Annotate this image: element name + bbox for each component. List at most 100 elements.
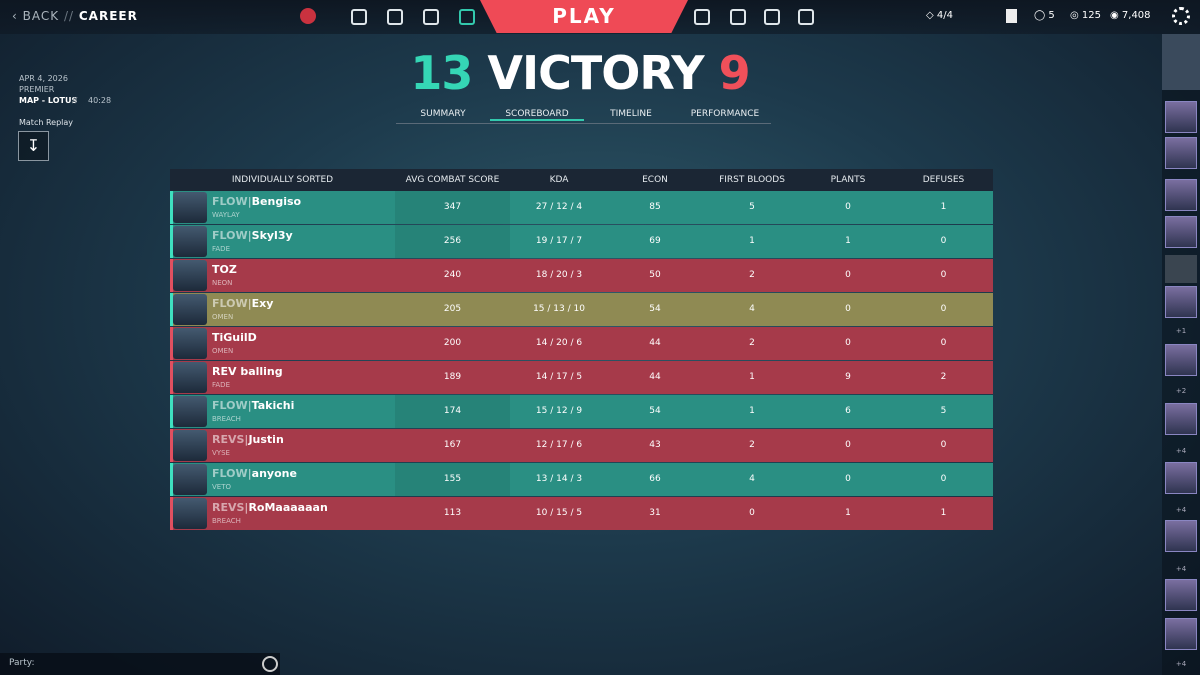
agent-name: BREACH — [212, 415, 241, 423]
add-friend[interactable] — [1162, 34, 1200, 90]
back-button[interactable]: ‹ BACK — [12, 9, 60, 23]
first-bloods: 2 — [749, 270, 755, 280]
friend-avatar[interactable] — [1165, 403, 1197, 435]
column-header: KDA — [510, 169, 608, 191]
defuses: 0 — [940, 440, 947, 450]
scoreboard-row[interactable]: TOZ NEON 240 18 / 20 / 3 50 2 0 0 — [170, 259, 993, 292]
tab[interactable]: TIMELINE — [610, 109, 652, 119]
premier-icon[interactable] — [694, 9, 710, 25]
acs-highlight — [395, 225, 510, 258]
acs: 174 — [443, 406, 462, 416]
agent-portrait — [173, 260, 207, 291]
scoreboard-row[interactable]: REVS|RoMaaaaaan BREACH 113 10 / 15 / 5 31 0 1 1 — [170, 497, 993, 530]
friend-avatar[interactable] — [1165, 520, 1197, 552]
scoreboard-row[interactable]: TiGuilD OMEN 200 14 / 20 / 6 44 2 0 0 — [170, 327, 993, 360]
player-name: FLOW|anyone — [212, 467, 297, 480]
friend-avatar[interactable] — [1165, 101, 1197, 133]
accent — [170, 429, 173, 462]
progression-icon[interactable] — [798, 9, 814, 25]
back-label[interactable]: BACK — [22, 9, 60, 23]
friend-avatar[interactable] — [1165, 618, 1197, 650]
settings-icon[interactable] — [1172, 7, 1190, 25]
friend-avatar[interactable] — [1165, 344, 1197, 376]
battlepass-icon[interactable] — [423, 9, 439, 25]
accent — [170, 327, 173, 360]
profile-icon[interactable] — [1006, 9, 1017, 23]
agent-portrait — [173, 192, 207, 223]
collection-icon[interactable] — [730, 9, 746, 25]
agents-icon[interactable] — [387, 9, 403, 25]
scoreboard-row[interactable]: FLOW|Takichi BREACH 174 15 / 12 / 9 54 1 6 5 — [170, 395, 993, 428]
first-bloods: 4 — [749, 304, 755, 314]
chat-icon[interactable] — [262, 656, 278, 672]
name: Skyl3y — [251, 229, 293, 242]
player-name: TiGuilD — [212, 331, 257, 344]
accent — [170, 225, 173, 258]
defuses: 1 — [940, 202, 947, 212]
friend-count: +4 — [1175, 660, 1187, 668]
friend-avatar[interactable] — [1165, 462, 1197, 494]
player-name: FLOW|Exy — [212, 297, 273, 310]
scoreboard-row[interactable]: FLOW|Skyl3y FADE 256 19 / 17 / 7 69 1 1 0 — [170, 225, 993, 258]
acs-highlight — [395, 395, 510, 428]
acs: 167 — [443, 440, 462, 450]
kda: 10 / 15 / 5 — [535, 508, 583, 518]
acs: 113 — [443, 508, 462, 518]
career-icon[interactable] — [459, 9, 475, 25]
store-icon[interactable] — [764, 9, 780, 25]
plants: 0 — [845, 270, 851, 280]
friend-avatar[interactable] — [1165, 286, 1197, 318]
friend-avatar[interactable] — [1165, 579, 1197, 611]
replay-download[interactable]: ↧ — [18, 131, 49, 161]
play-button[interactable]: PLAY — [480, 0, 688, 33]
party-count: ◇ 4/4 — [926, 10, 953, 21]
scoreboard-row[interactable]: FLOW|anyone VETO 155 13 / 14 / 3 66 4 0 0 — [170, 463, 993, 496]
first-bloods: 1 — [749, 406, 755, 416]
friend-count: +2 — [1175, 387, 1187, 395]
friend-avatar[interactable] — [1165, 216, 1197, 248]
collapse-toggle[interactable] — [1165, 255, 1197, 283]
acs: 256 — [443, 236, 462, 246]
player-name: TOZ — [212, 263, 237, 276]
tab[interactable]: SUMMARY — [420, 109, 466, 119]
accent — [170, 293, 173, 326]
tab[interactable]: PERFORMANCE — [690, 109, 760, 119]
plants: 9 — [845, 372, 851, 382]
agent-name: BREACH — [212, 517, 241, 525]
first-bloods: 1 — [749, 372, 755, 382]
column-header: AVG COMBAT SCORE — [395, 169, 510, 191]
acs-highlight — [395, 463, 510, 496]
agent-name: VETO — [212, 483, 231, 491]
first-bloods: 0 — [749, 508, 755, 518]
name: Takichi — [251, 399, 295, 412]
friend-avatar[interactable] — [1165, 137, 1197, 169]
alert-icon[interactable] — [300, 8, 316, 24]
scoreboard-row[interactable]: REVS|Justin VYSE 167 12 / 17 / 6 43 2 0 0 — [170, 429, 993, 462]
tab[interactable]: SCOREBOARD — [490, 109, 584, 121]
friend-avatar[interactable] — [1165, 179, 1197, 211]
defuses: 5 — [940, 406, 947, 416]
friend-count: +4 — [1175, 565, 1187, 573]
scoreboard-row[interactable]: REV balling FADE 189 14 / 17 / 5 44 1 9 2 — [170, 361, 993, 394]
acs: 347 — [443, 202, 462, 212]
kda: 19 / 17 / 7 — [535, 236, 583, 246]
separator: // — [63, 9, 75, 23]
first-bloods: 2 — [749, 338, 755, 348]
name: REV balling — [212, 365, 283, 378]
team-tag: REVS| — [212, 433, 249, 446]
name: Exy — [251, 297, 274, 310]
econ: 69 — [649, 236, 661, 246]
ally-score: 13 — [410, 46, 473, 100]
column-header: ECON — [608, 169, 702, 191]
friend-count: +4 — [1175, 506, 1187, 514]
tabs-line — [396, 123, 771, 124]
scoreboard-row[interactable]: FLOW|Exy OMEN 205 15 / 13 / 10 54 4 0 0 — [170, 293, 993, 326]
defuses: 2 — [940, 372, 947, 382]
party-count-value: 4/4 — [936, 10, 953, 21]
home-icon[interactable] — [351, 9, 367, 25]
name: TiGuilD — [212, 331, 257, 344]
scoreboard-row[interactable]: FLOW|Bengiso WAYLAY 347 27 / 12 / 4 85 5 0 1 — [170, 191, 993, 224]
match-duration: 40:28 — [88, 96, 112, 105]
chat-bar[interactable] — [0, 653, 280, 675]
